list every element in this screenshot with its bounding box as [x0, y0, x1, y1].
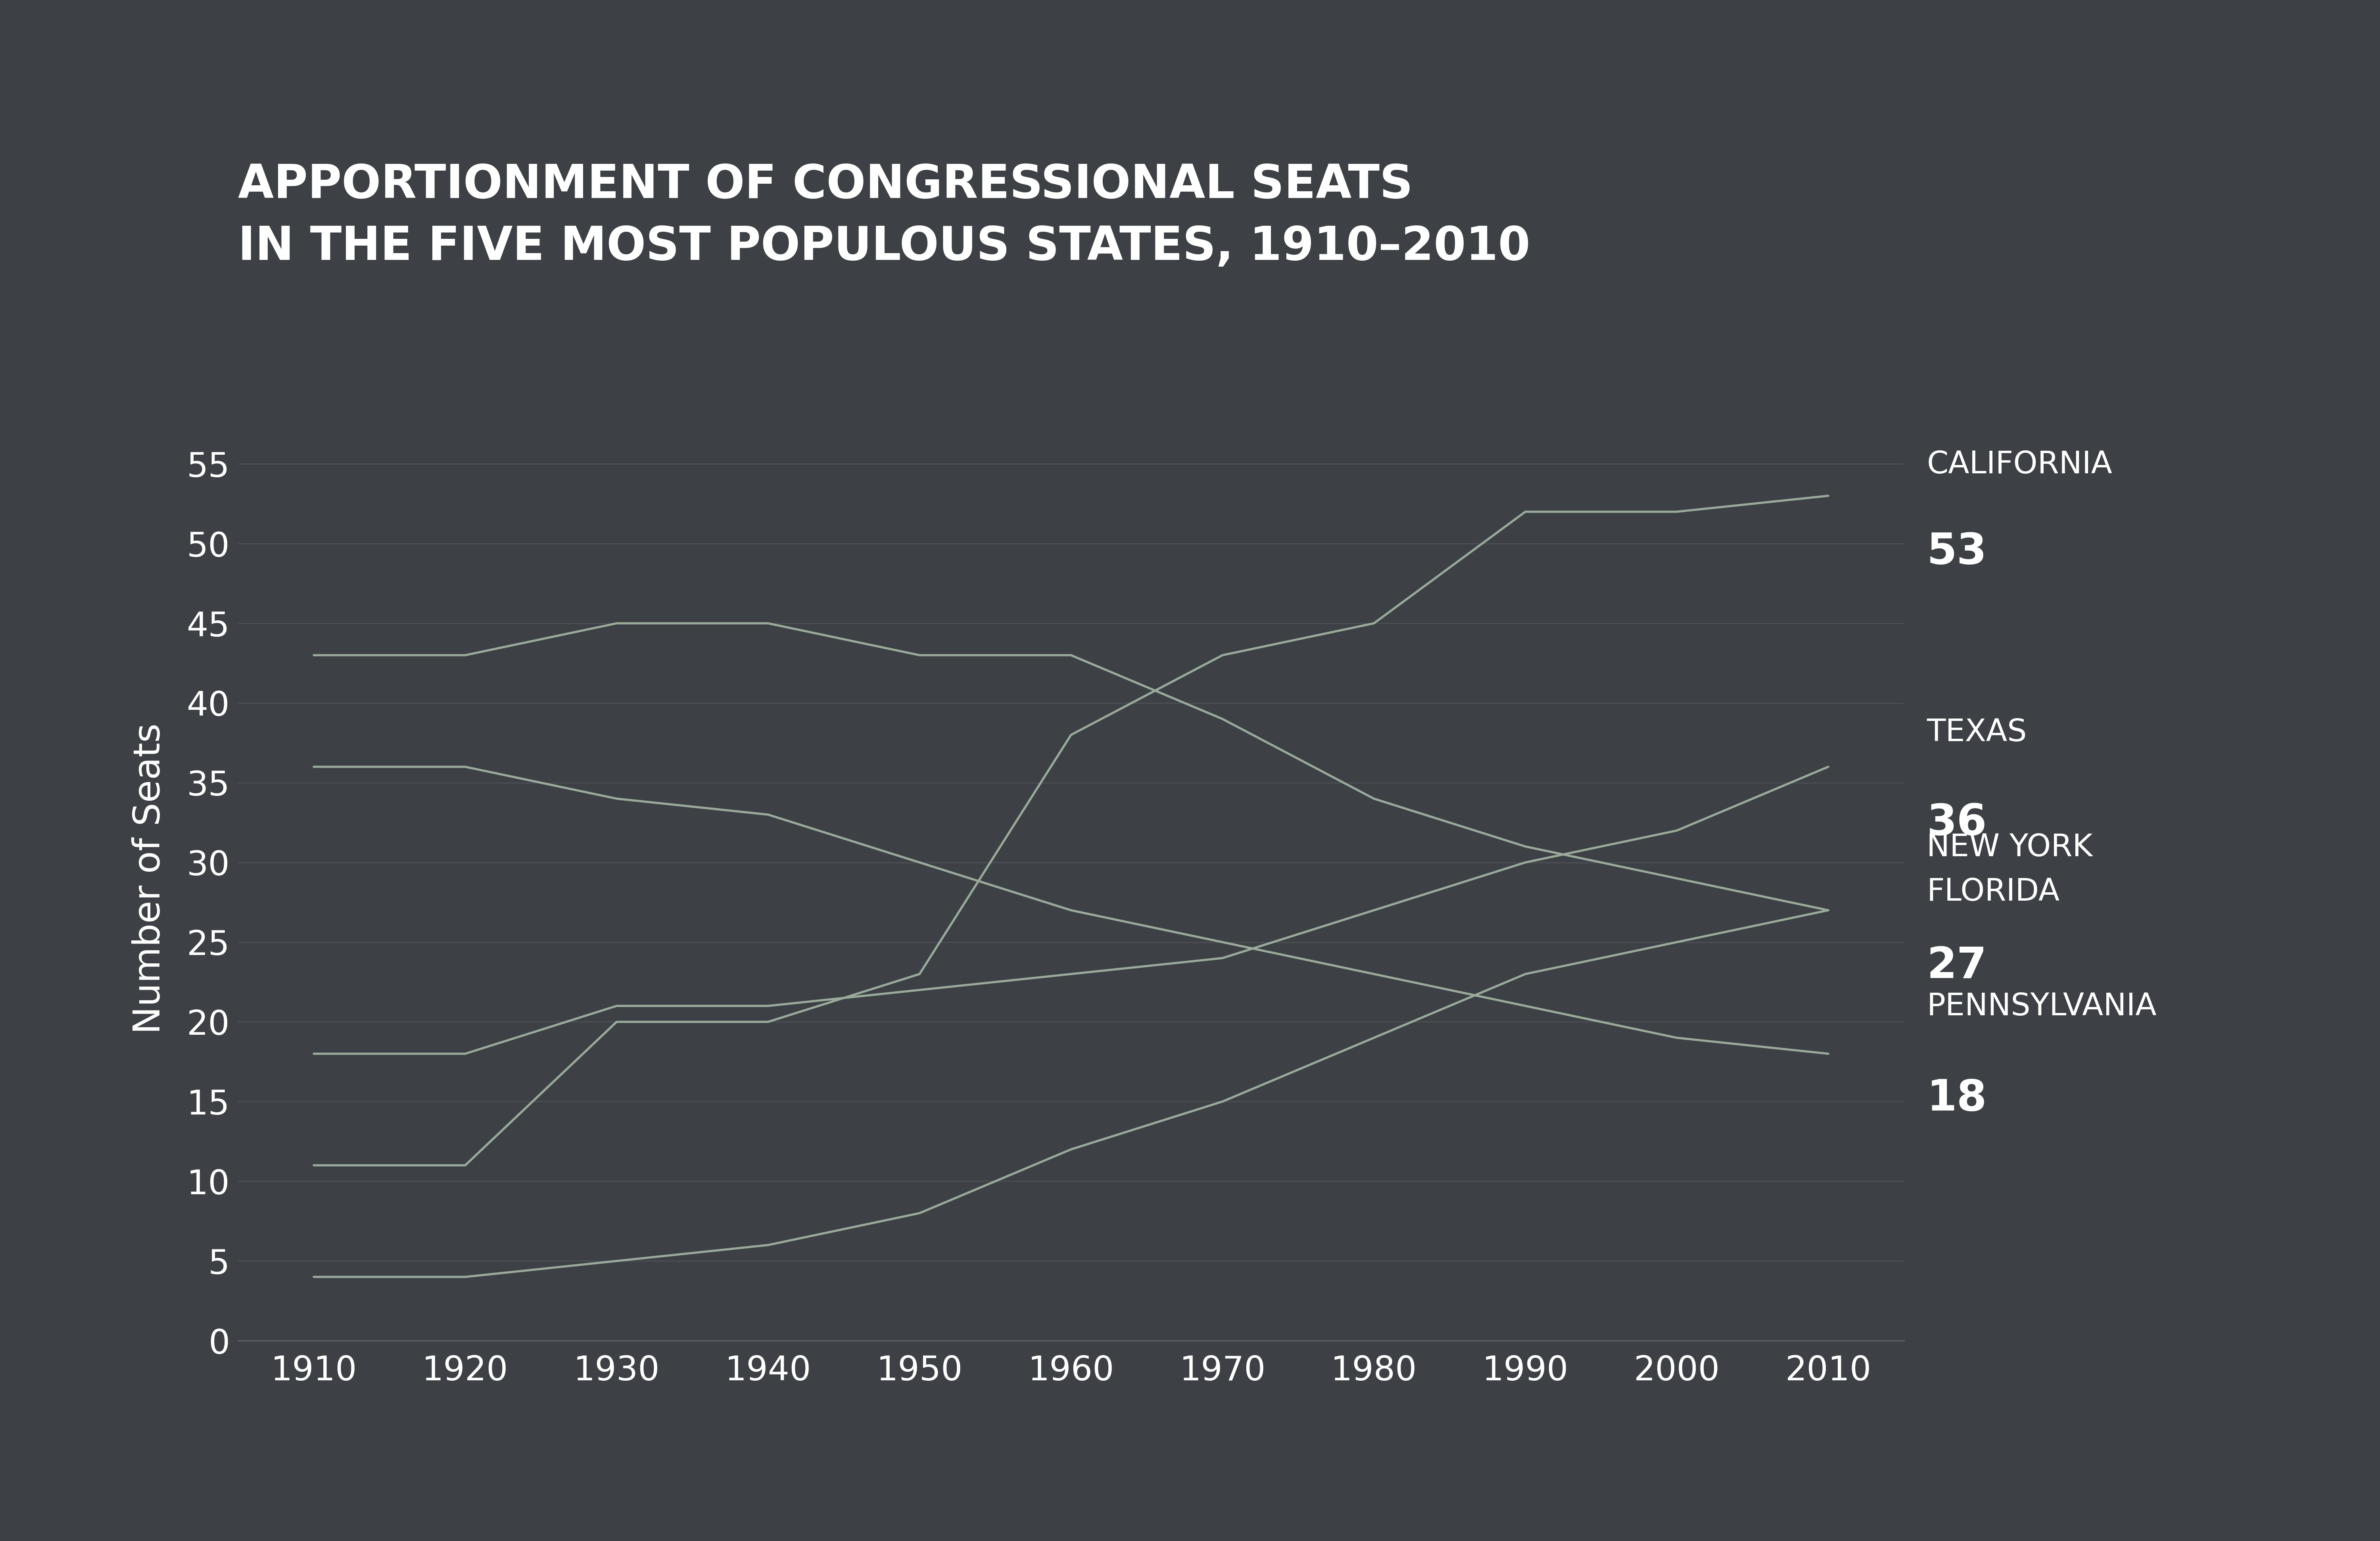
Text: CALIFORNIA: CALIFORNIA	[1928, 450, 2113, 479]
Text: APPORTIONMENT OF CONGRESSIONAL SEATS: APPORTIONMENT OF CONGRESSIONAL SEATS	[238, 162, 1414, 208]
Text: 27: 27	[1928, 945, 1987, 988]
Text: 36: 36	[1928, 801, 1987, 844]
Text: PENNSYLVANIA: PENNSYLVANIA	[1928, 992, 2156, 1022]
Text: NEW YORK: NEW YORK	[1928, 832, 2092, 863]
Text: IN THE FIVE MOST POPULOUS STATES, 1910–2010: IN THE FIVE MOST POPULOUS STATES, 1910–2…	[238, 223, 1530, 270]
Y-axis label: Number of Seats: Number of Seats	[131, 723, 167, 1034]
Text: 53: 53	[1928, 530, 1987, 573]
Text: 18: 18	[1928, 1077, 1987, 1120]
Text: TEXAS: TEXAS	[1928, 718, 2028, 747]
Text: FLORIDA: FLORIDA	[1928, 877, 2059, 908]
